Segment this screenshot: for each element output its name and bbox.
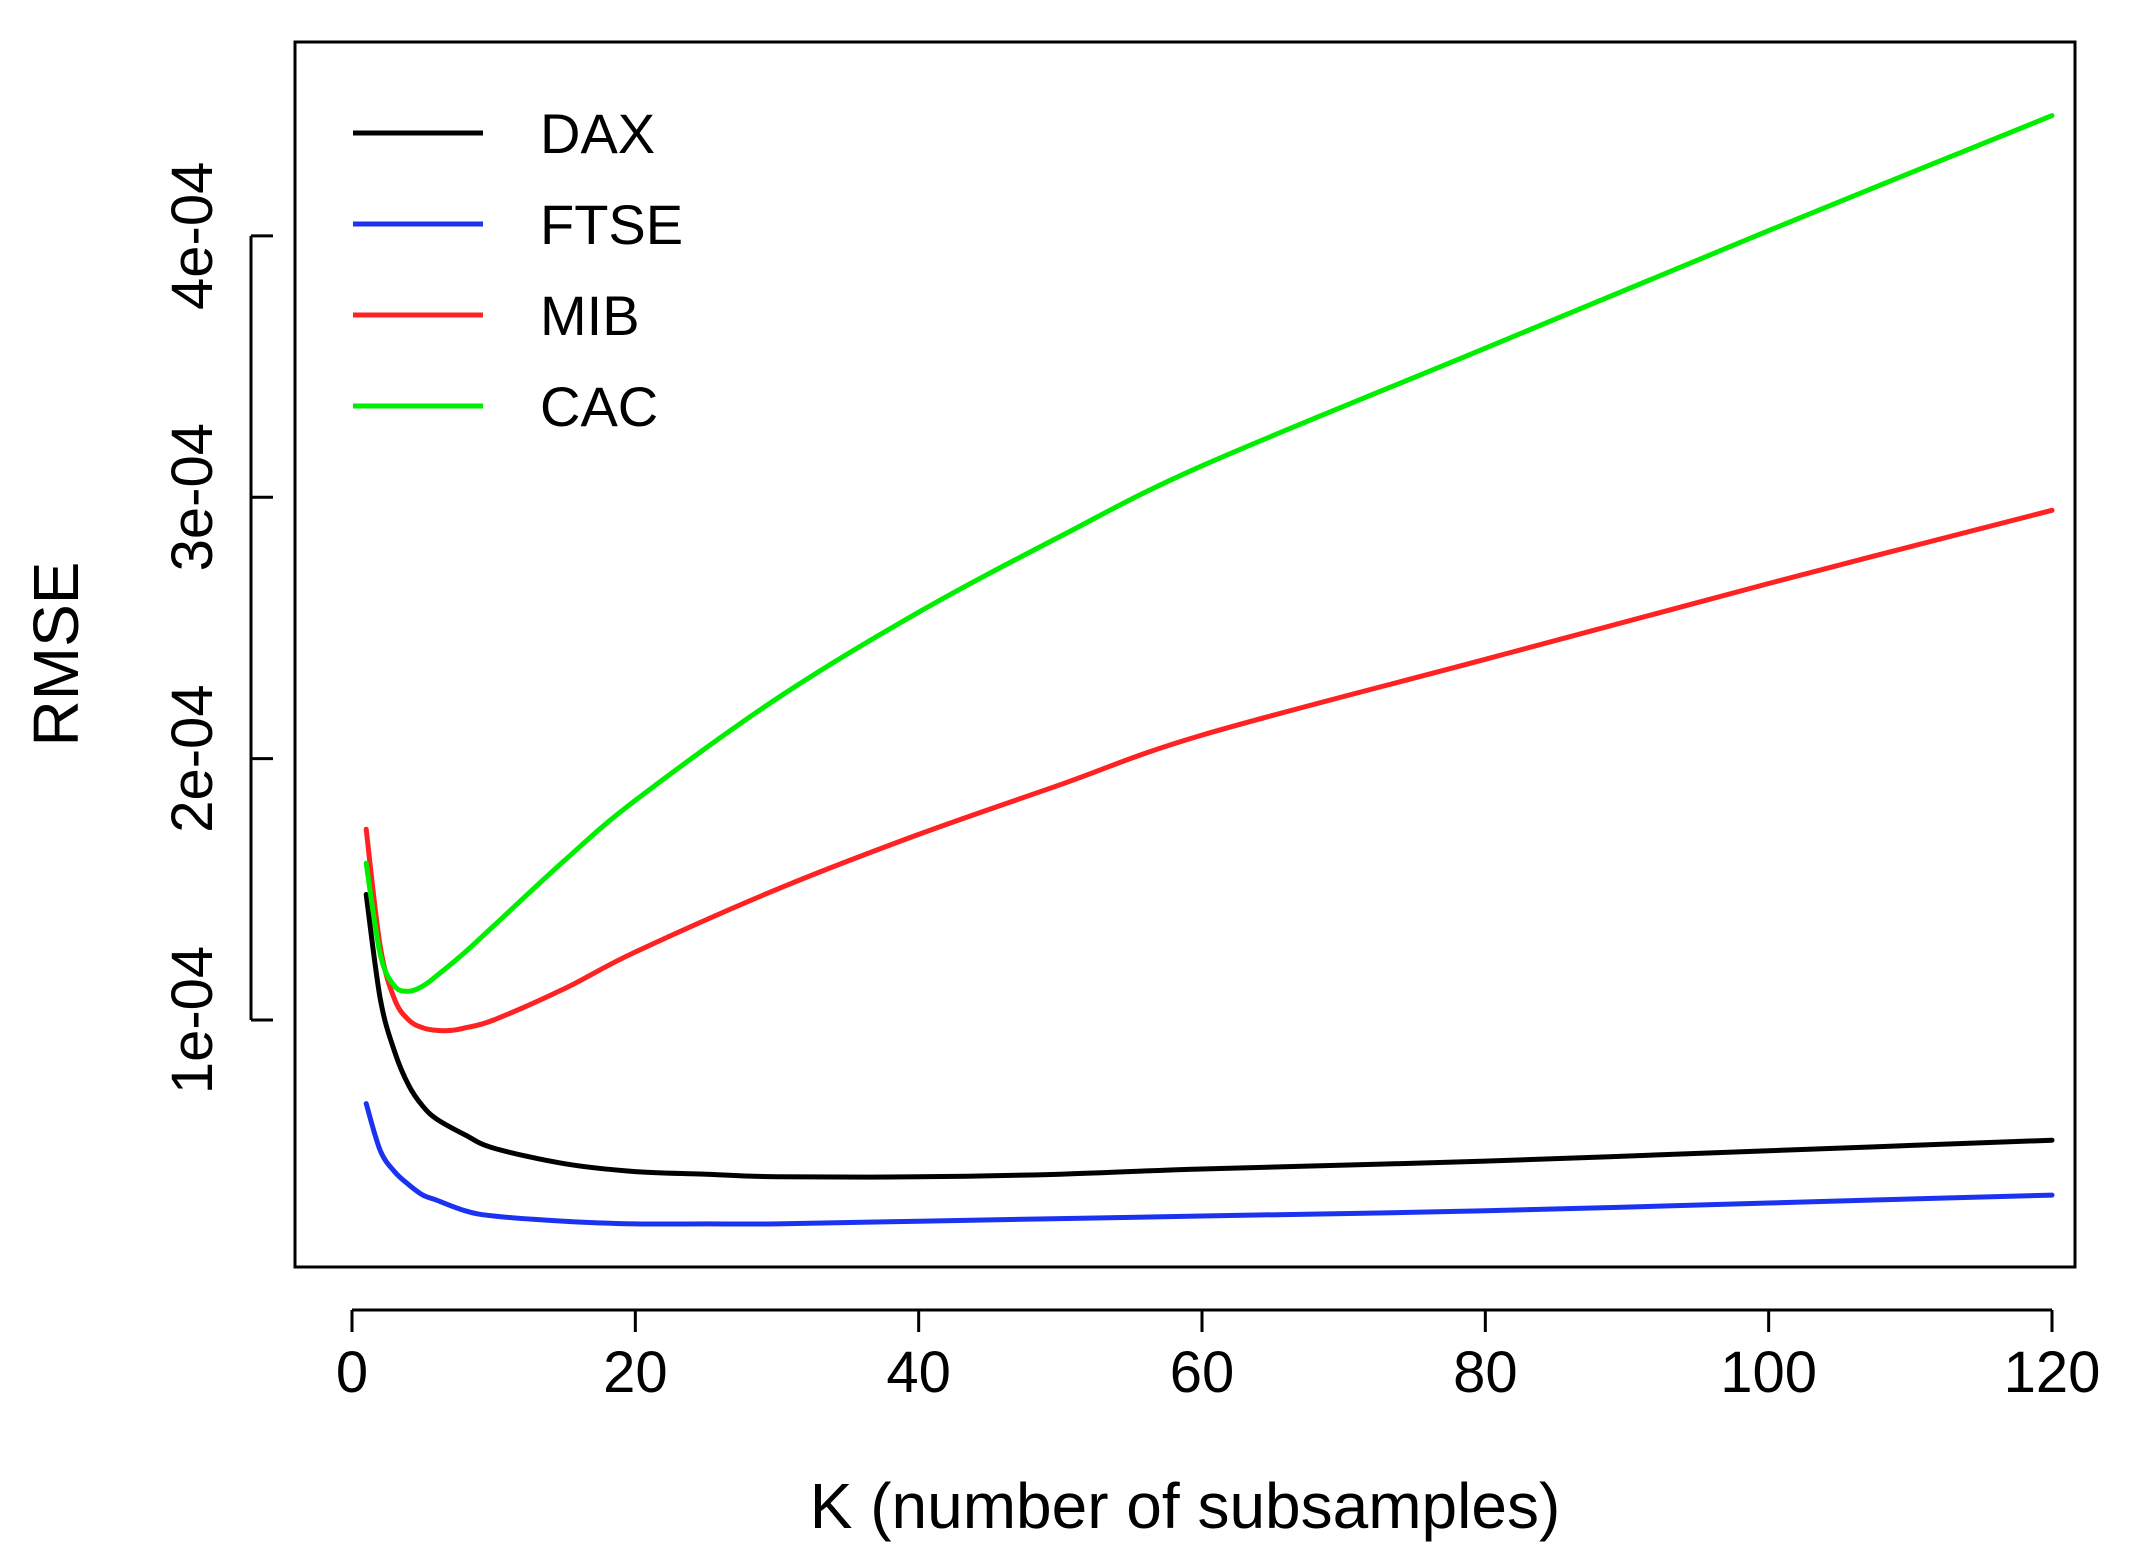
y-tick-label: 1e-04 — [160, 946, 225, 1094]
x-tick-label: 100 — [1720, 1340, 1817, 1405]
series-line-mib — [363, 507, 2055, 1034]
y-tick-label: 2e-04 — [160, 684, 225, 832]
legend-label-ftse: FTSE — [540, 193, 683, 256]
y-axis: 1e-04 2e-04 3e-04 4e-04 — [160, 162, 273, 1094]
x-tick-label: 120 — [2004, 1340, 2101, 1405]
series-line-dax — [363, 892, 2055, 1180]
plot-frame — [293, 40, 2077, 1269]
y-tick-label: 3e-04 — [160, 423, 225, 571]
series-line-cac — [363, 113, 2055, 994]
legend: DAX FTSE MIB CAC — [353, 102, 683, 438]
series-layer — [363, 113, 2055, 1227]
x-tick-label: 60 — [1170, 1340, 1235, 1405]
x-tick-label: 40 — [886, 1340, 951, 1405]
y-axis-label: RMSE — [20, 562, 92, 747]
legend-label-cac: CAC — [540, 375, 658, 438]
x-axis-label: K (number of subsamples) — [810, 1470, 1561, 1542]
legend-label-dax: DAX — [540, 102, 655, 165]
y-tick-label: 4e-04 — [160, 162, 225, 310]
x-tick-label: 0 — [336, 1340, 368, 1405]
series-line-ftse — [363, 1101, 2055, 1227]
x-axis: 0 20 40 60 80 100 120 — [336, 1308, 2101, 1405]
legend-label-mib: MIB — [540, 284, 640, 347]
x-tick-label: 80 — [1453, 1340, 1518, 1405]
x-tick-label: 20 — [603, 1340, 668, 1405]
